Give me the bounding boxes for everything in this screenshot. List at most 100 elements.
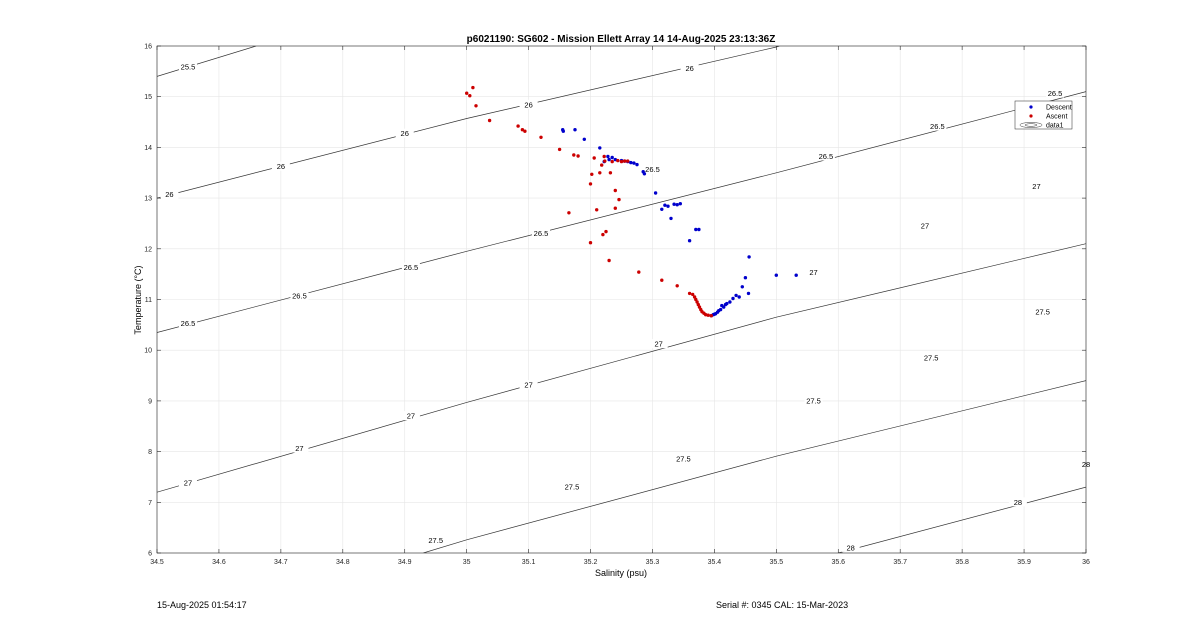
- x-tick-label: 35.2: [584, 559, 598, 566]
- contour-label-bg: [401, 411, 420, 421]
- contour-label-bg: [816, 151, 835, 161]
- ascent-point: [520, 128, 525, 132]
- x-tick-label: 35.5: [770, 559, 784, 566]
- x-tick-label: 35.4: [708, 559, 722, 566]
- legend-box: [1014, 100, 1073, 130]
- descent-point: [666, 204, 670, 208]
- descent-point: [728, 300, 732, 304]
- descent-point: [746, 291, 751, 296]
- contour-label-bg: [643, 164, 662, 174]
- contour-label-bg: [426, 535, 445, 545]
- legend-label-descent: Descent: [1046, 105, 1072, 112]
- contour-label: 27.5: [924, 353, 939, 362]
- ascent-point: [572, 153, 576, 157]
- contour-label-bg: [680, 63, 699, 73]
- contour-label: 27: [809, 268, 817, 277]
- y-tick-label: 14: [144, 145, 152, 152]
- ascent-point: [617, 197, 621, 202]
- contour-label-bg: [290, 443, 309, 453]
- contour-label: 26.5: [819, 152, 834, 161]
- contour-label-bg: [290, 290, 309, 300]
- ascent-point: [622, 159, 627, 163]
- contour-label: 26.5: [930, 122, 945, 131]
- ascent-point: [660, 278, 664, 282]
- contour-label-bg: [1046, 88, 1065, 98]
- y-tick-label: 10: [144, 348, 152, 355]
- contour-label-bg: [519, 99, 538, 109]
- descent-point: [669, 216, 673, 221]
- contour-label-bg: [841, 542, 860, 552]
- descent-point: [653, 191, 658, 195]
- ascent-point: [619, 159, 624, 164]
- ascent-point: [576, 154, 580, 158]
- ascent-point: [487, 118, 492, 123]
- contour-label: 26.5: [1048, 89, 1063, 98]
- ascent-point: [557, 147, 562, 152]
- descent-point: [675, 203, 679, 207]
- contour-label-bg: [519, 380, 538, 390]
- ascent-point: [588, 241, 593, 245]
- contour-label: 26.5: [292, 291, 307, 300]
- ascent-point: [695, 300, 699, 304]
- descent-point: [598, 146, 602, 150]
- y-tick-label: 6: [148, 551, 152, 558]
- x-tick-label: 35.1: [522, 559, 536, 566]
- ascent-point: [590, 172, 594, 176]
- contour-label-bg: [178, 61, 197, 71]
- contour-label-bg: [1033, 307, 1052, 317]
- descent-point: [573, 128, 577, 132]
- footer-serial-cal: Serial #: 0345 CAL: 15-Mar-2023: [716, 600, 849, 610]
- descent-point: [687, 239, 692, 243]
- contour-label: 26: [277, 162, 285, 171]
- y-tick-label: 13: [144, 196, 152, 203]
- legend-contour-icon-inner: [1024, 123, 1038, 127]
- legend: Descent Ascent data1: [1014, 100, 1073, 130]
- y-tick-label: 11: [145, 297, 152, 304]
- contour-label: 25.5: [181, 62, 196, 71]
- y-axis-label: Temperature (°C): [133, 265, 143, 334]
- ascent-point: [602, 154, 606, 159]
- contour-label: 27.5: [676, 455, 691, 464]
- descent-point: [629, 160, 633, 165]
- contour-label: 26: [165, 190, 173, 199]
- axes: 34.5 34.6 34.7 34.8 34.9 35 35.1 35.2 35.3 35.4 35…: [144, 44, 1090, 567]
- contour-label-bg: [395, 128, 414, 138]
- descent-point: [663, 203, 667, 207]
- x-tick-label: 34.5: [150, 559, 164, 566]
- ascent-point: [687, 291, 692, 296]
- contour-label: 27.5: [428, 536, 443, 545]
- descent-point: [725, 301, 729, 306]
- contour-label-bg: [178, 318, 197, 328]
- legend-label-data1: data1: [1046, 123, 1064, 130]
- y-tick-label: 16: [144, 44, 152, 51]
- descent-point: [722, 305, 726, 309]
- contour-line-26: [157, 46, 780, 199]
- legend-marker-ascent: [1029, 114, 1033, 118]
- contour-label: 26: [685, 64, 693, 73]
- contour-label: 27: [184, 479, 192, 488]
- ascent-point: [567, 211, 571, 215]
- descent-point: [678, 202, 682, 206]
- descent-point: [794, 273, 798, 277]
- descent-point: [632, 161, 636, 165]
- ascent-point: [626, 159, 630, 163]
- contour-line-25-5: [157, 46, 257, 77]
- ascent-point: [697, 305, 702, 309]
- legend-label-ascent: Ascent: [1046, 114, 1067, 121]
- x-tick-label: 34.9: [398, 559, 412, 566]
- y-tick-label: 9: [148, 398, 152, 405]
- descent-point: [672, 202, 676, 206]
- descent-point: [610, 155, 614, 160]
- x-tick-label: 35.3: [646, 559, 660, 566]
- ascent-point: [598, 171, 602, 175]
- ascent-point: [616, 158, 620, 163]
- descent-point: [561, 129, 565, 133]
- ascent-point: [600, 163, 604, 167]
- chart-title: p6021190: SG602 - Mission Ellett Array 1…: [467, 34, 776, 45]
- ascent-point: [613, 206, 617, 210]
- descent-point: [606, 154, 610, 159]
- contour-label: 27: [1032, 182, 1040, 191]
- contour-label-bg: [160, 189, 179, 199]
- contour-label: 27.5: [1035, 308, 1050, 317]
